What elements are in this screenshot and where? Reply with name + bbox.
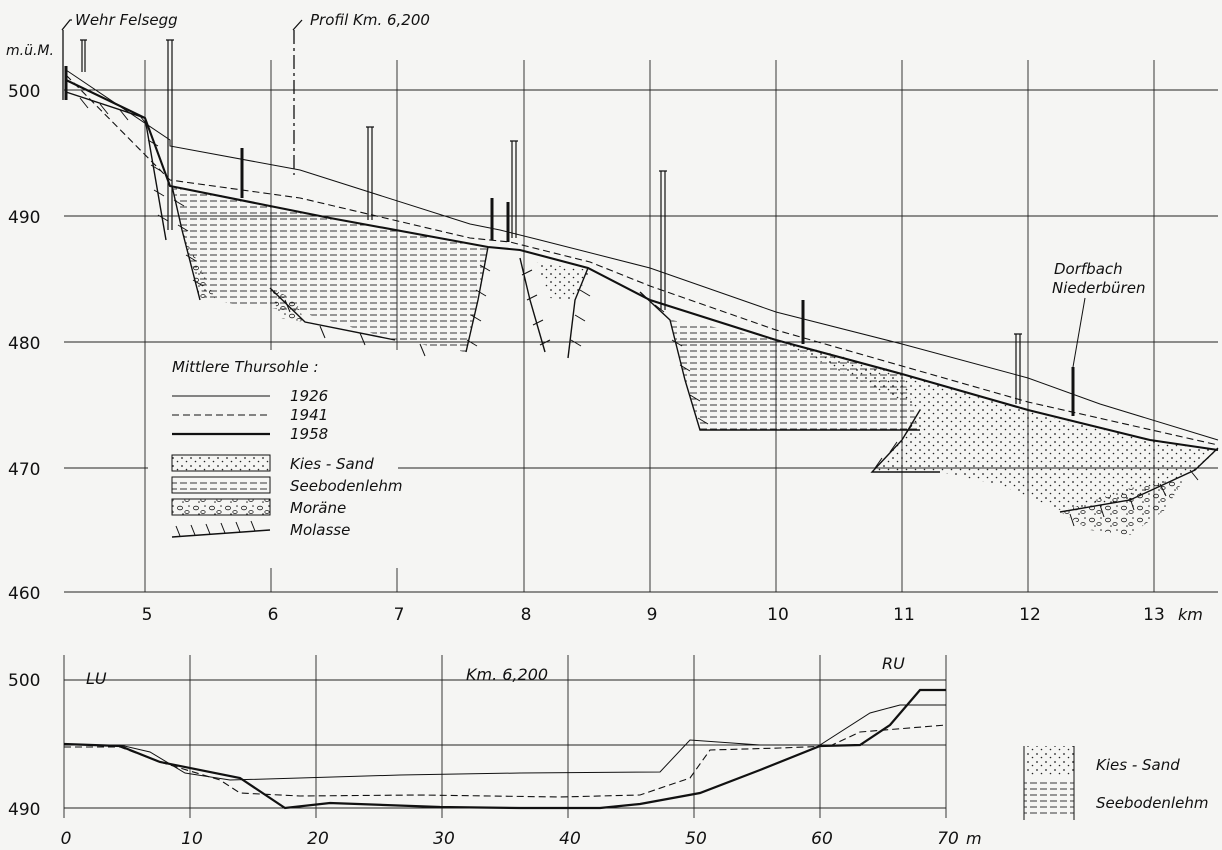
cross-x-ticks: 0 10 20 30 40 50 60 70 <box>61 829 959 849</box>
cross-legend-label-seebodenlehm: Seebodenlehm <box>1096 794 1208 812</box>
cross-legend-label-kies-sand: Kies - Sand <box>1096 756 1180 774</box>
legend-label-1941: 1941 <box>290 406 328 424</box>
gravel-sand-body-2 <box>776 340 1218 510</box>
cross-x-tick-20: 20 <box>307 829 329 849</box>
cross-x-tick-40: 40 <box>559 829 581 849</box>
y-tick-500: 500 <box>8 82 40 102</box>
bed-line-1926 <box>65 69 1219 441</box>
profile-km-label: Profil Km. 6,200 <box>310 11 430 29</box>
legend-label-moraene: Moräne <box>290 499 346 517</box>
y-tick-490: 490 <box>8 208 40 228</box>
weir-marker <box>61 19 72 100</box>
bed-line-1941 <box>65 74 1219 446</box>
cross-x-tick-70: 70 <box>937 829 959 849</box>
legend-swatch-moraene <box>171 498 271 516</box>
cross-legend-swatch-seebodenlehm <box>1024 780 1074 816</box>
lake-clay-body-2 <box>670 320 920 430</box>
borehole-markers-solid <box>240 148 1075 416</box>
x-tick-13: 13 <box>1143 605 1165 625</box>
cross-x-unit: m <box>966 829 982 848</box>
gravel-sand-body-1 <box>536 262 590 300</box>
creek-label-line1: Dorfbach <box>1054 260 1123 278</box>
creek-label-line2: Niederbüren <box>1052 279 1145 297</box>
creek-leader-line <box>1072 297 1086 368</box>
legend-label-kies-sand: Kies - Sand <box>290 455 374 473</box>
molasse-hatching <box>79 97 1199 527</box>
left-bank-label: LU <box>86 669 107 688</box>
cross-x-tick-60: 60 <box>811 829 833 849</box>
bed-line-1958 <box>65 79 1219 452</box>
legend-label-1926: 1926 <box>290 387 328 405</box>
legend-swatch-molasse <box>171 520 271 538</box>
cross-x-tick-30: 30 <box>433 829 455 849</box>
x-tick-5: 5 <box>142 605 153 625</box>
x-axis-ticks: 5 6 7 8 9 10 11 12 13 <box>142 605 1165 625</box>
x-tick-9: 9 <box>647 605 658 625</box>
profile-marker <box>292 19 303 175</box>
cross-section: Km. 6,200 LU RU 500 490 0 10 20 30 40 50… <box>8 654 1208 849</box>
legend-swatch-seebodenlehm <box>171 476 271 494</box>
cross-x-tick-10: 10 <box>181 829 203 849</box>
cross-legend: Kies - Sand Seebodenlehm <box>1023 746 1208 820</box>
cross-line-1941 <box>64 724 947 798</box>
legend-label-molasse: Molasse <box>290 521 350 539</box>
cross-title: Km. 6,200 <box>466 665 548 684</box>
cross-x-tick-50: 50 <box>685 829 707 849</box>
right-bank-label: RU <box>882 654 905 673</box>
x-tick-12: 12 <box>1019 605 1041 625</box>
cross-grid-horizontal <box>64 679 946 809</box>
y-tick-470: 470 <box>8 460 40 480</box>
y-axis-unit: m.ü.M. <box>6 43 54 59</box>
cross-y-tick-490: 490 <box>8 800 40 820</box>
weir-label: Wehr Felsegg <box>75 11 178 29</box>
legend: Mittlere Thursohle : 1926 1941 1958 Kies… <box>148 350 402 568</box>
legend-label-1958: 1958 <box>290 425 328 443</box>
cross-legend-swatch-kies-sand <box>1024 746 1074 776</box>
y-tick-460: 460 <box>8 584 40 604</box>
y-tick-480: 480 <box>8 334 40 354</box>
moraine-body-1 <box>182 230 215 300</box>
legend-label-seebodenlehm: Seebodenlehm <box>290 477 402 495</box>
longitudinal-profile: Wehr Felsegg Profil Km. 6,200 Dorfbach N… <box>6 11 1219 625</box>
x-tick-8: 8 <box>521 605 532 625</box>
legend-swatch-kies-sand <box>171 454 271 472</box>
x-tick-7: 7 <box>394 605 405 625</box>
cross-y-tick-500: 500 <box>8 671 40 691</box>
moraine-body-3 <box>1060 478 1185 535</box>
lake-clay-body-1 <box>172 186 488 352</box>
x-tick-11: 11 <box>893 605 915 625</box>
cross-grid-vertical <box>63 655 947 818</box>
x-axis-unit: km <box>1178 605 1203 624</box>
cross-line-1958 <box>63 688 946 810</box>
cross-line-1926 <box>64 704 946 781</box>
legend-title: Mittlere Thursohle : <box>172 358 319 376</box>
cross-x-tick-0: 0 <box>61 829 72 849</box>
boreholes <box>80 39 1022 404</box>
x-tick-6: 6 <box>268 605 279 625</box>
x-tick-10: 10 <box>767 605 789 625</box>
